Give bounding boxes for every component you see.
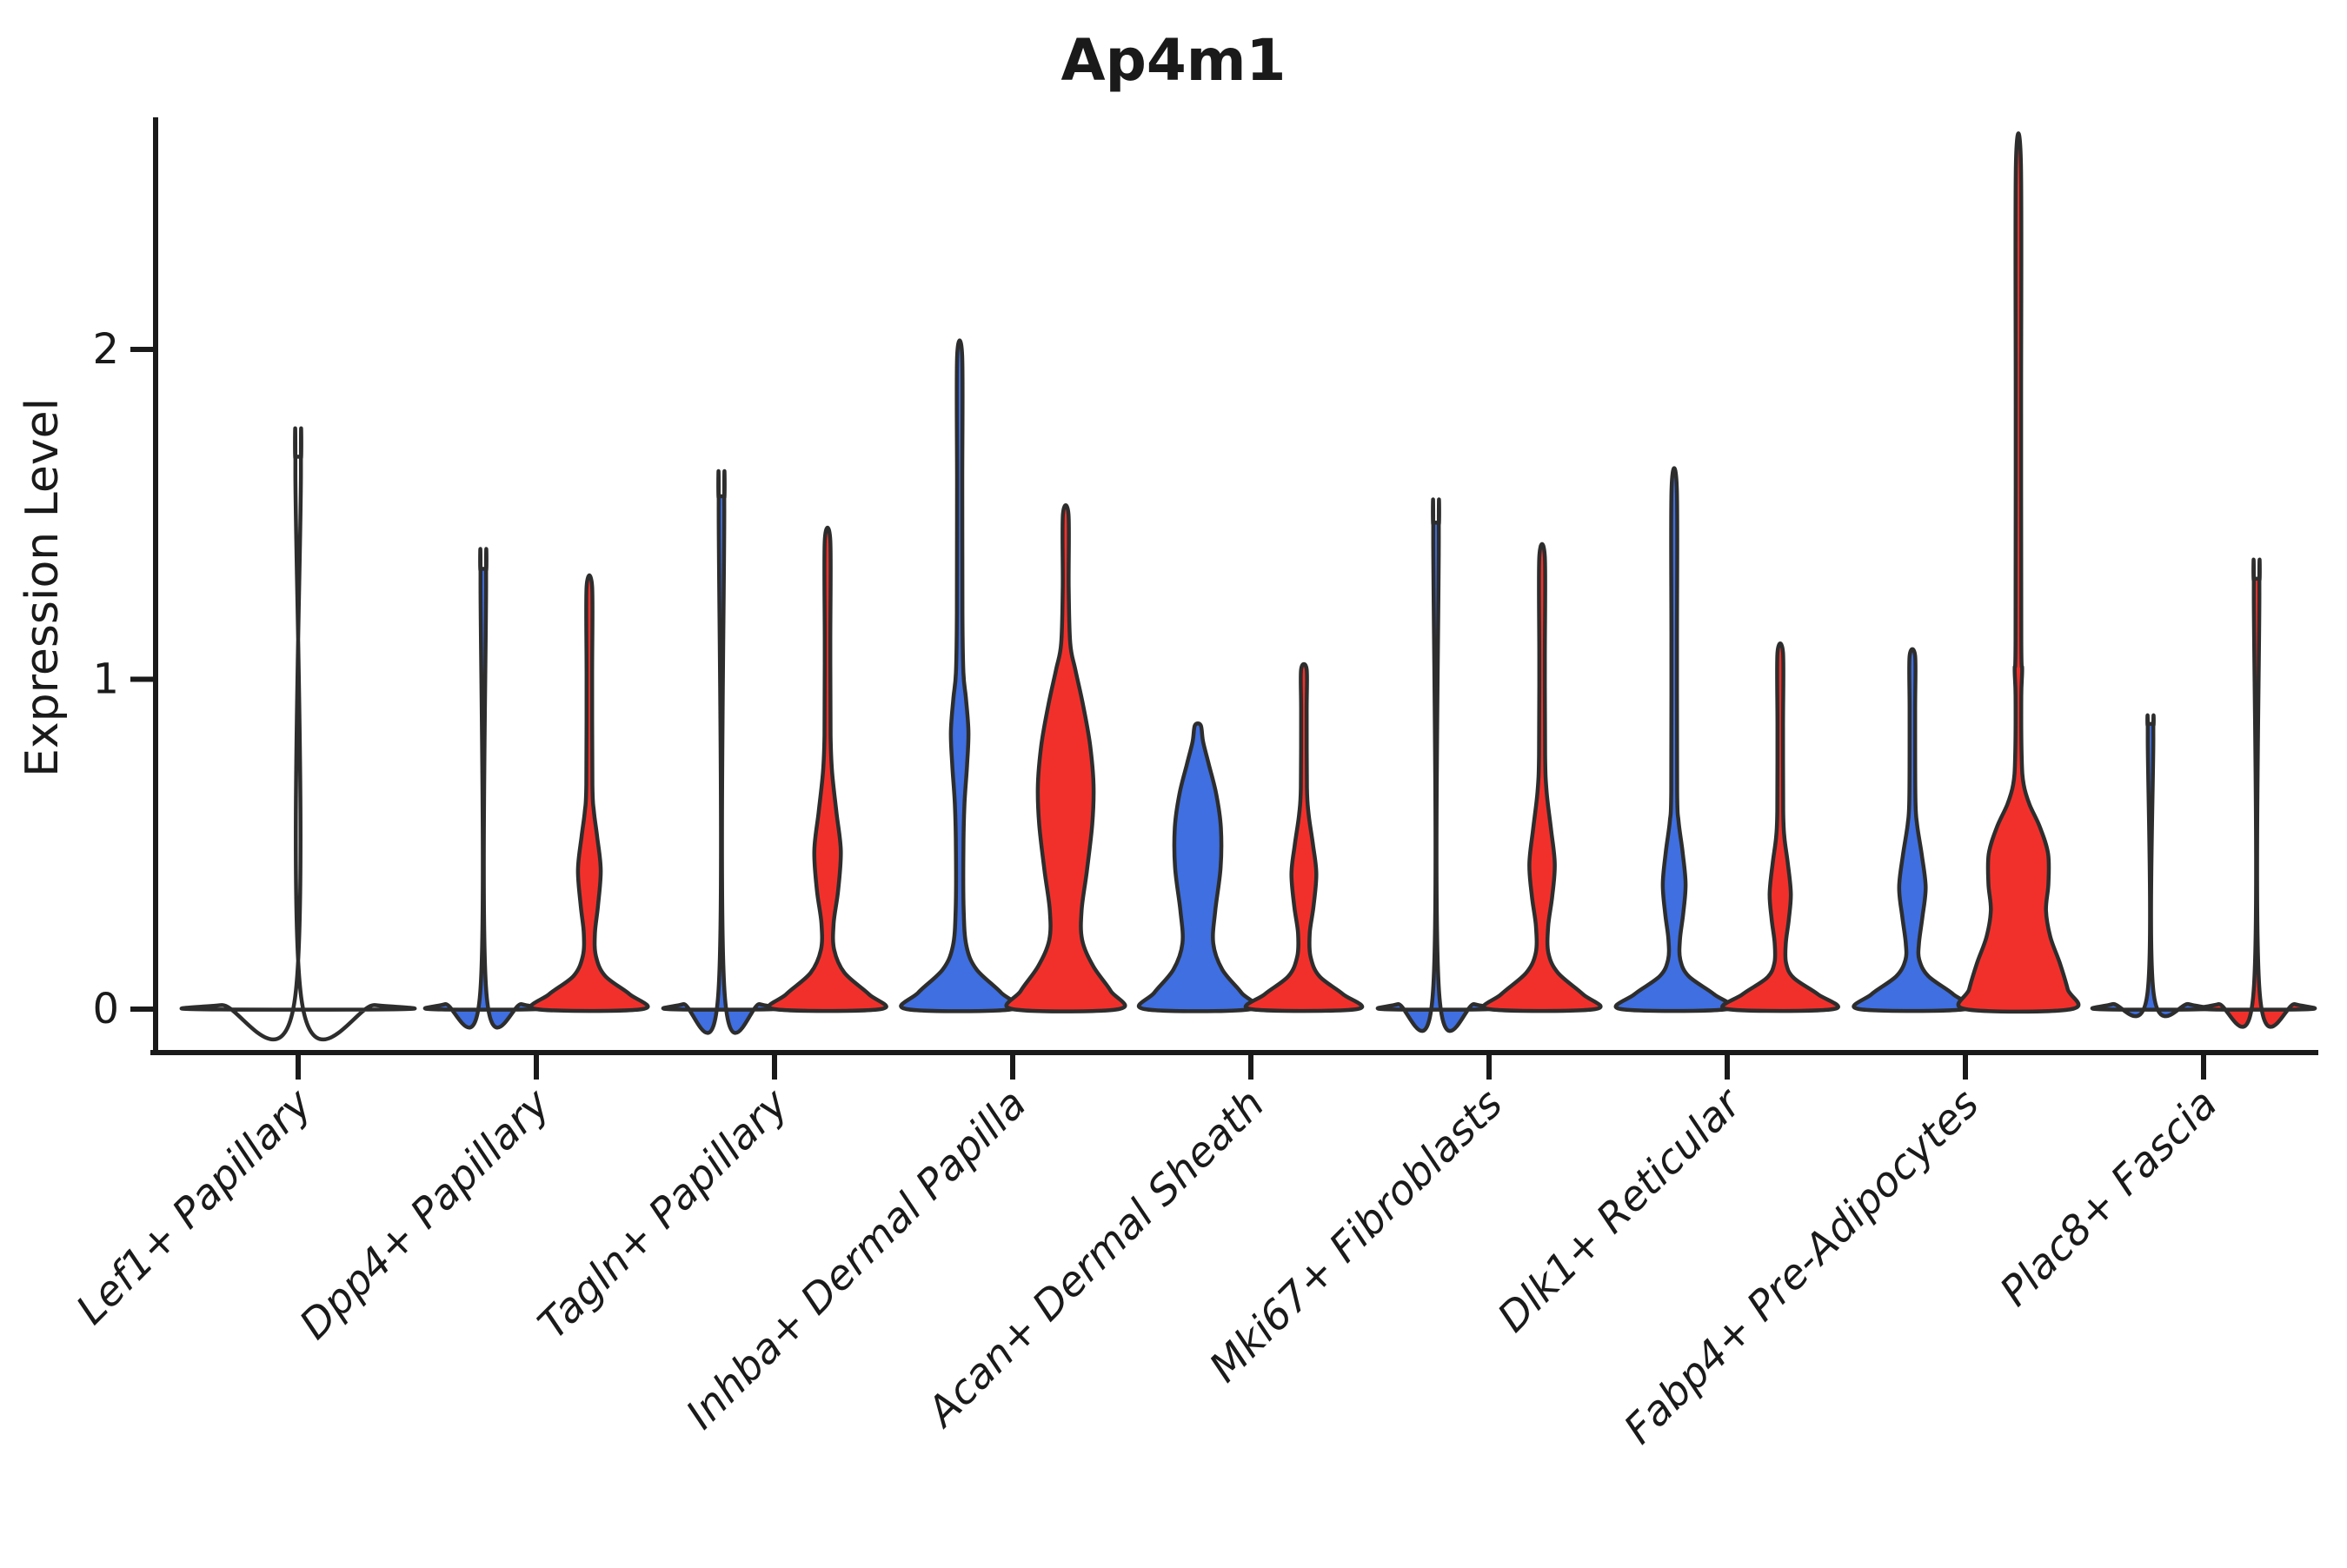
x-category-label-plac8-fascia: Plac8+ Fascia: [1991, 1080, 2226, 1316]
violin-dlk1-reticular-red: [1720, 641, 1840, 1013]
violin-tagln-papillary-blue: [661, 468, 782, 1035]
violin-acan-dermal-sheath-red: [1243, 661, 1365, 1013]
violin-inhba-dermal-papilla-red: [1004, 503, 1127, 1013]
x-category-label-dpp4-papillary: Dpp4+ Papillary: [290, 1080, 560, 1349]
y-axis-label: Expression Level: [17, 398, 69, 777]
y-tick-label-1: 1: [92, 655, 119, 704]
violins-layer: [179, 131, 2317, 1041]
violin-fabp4-pre-adipocytes-red: [1956, 131, 2081, 1014]
violin-dlk1-reticular-blue: [1613, 466, 1735, 1013]
violin-fabp4-pre-adipocytes-blue: [1852, 647, 1973, 1013]
violin-dpp4-papillary-red: [529, 573, 650, 1013]
violin-plac8-fascia-red: [2196, 557, 2317, 1029]
violin-mki67-fibroblasts-blue: [1375, 497, 1497, 1033]
axes-layer: [130, 117, 2318, 1080]
y-tick-label-2: 2: [92, 325, 119, 374]
violin-dpp4-papillary-blue: [422, 547, 544, 1030]
chart-title: Ap4m1: [1061, 27, 1287, 94]
x-category-label-lef1-papillary: Lef1+ Papillary: [67, 1080, 322, 1334]
violin-inhba-dermal-papilla-blue: [899, 338, 1021, 1013]
violin-tagln-papillary-red: [767, 525, 888, 1013]
x-category-label-tagln-papillary: Tagln+ Papillary: [529, 1080, 799, 1349]
violin-acan-dermal-sheath-blue: [1136, 721, 1260, 1013]
violin-plac8-fascia-blue: [2090, 713, 2211, 1019]
x-category-label-dlk1-reticular: Dlk1+ Reticular: [1489, 1079, 1752, 1342]
y-tick-label-0: 0: [92, 985, 119, 1033]
violin-mki67-fibroblasts-red: [1481, 541, 1603, 1013]
violin-lef1-papillary-single: [179, 426, 417, 1041]
